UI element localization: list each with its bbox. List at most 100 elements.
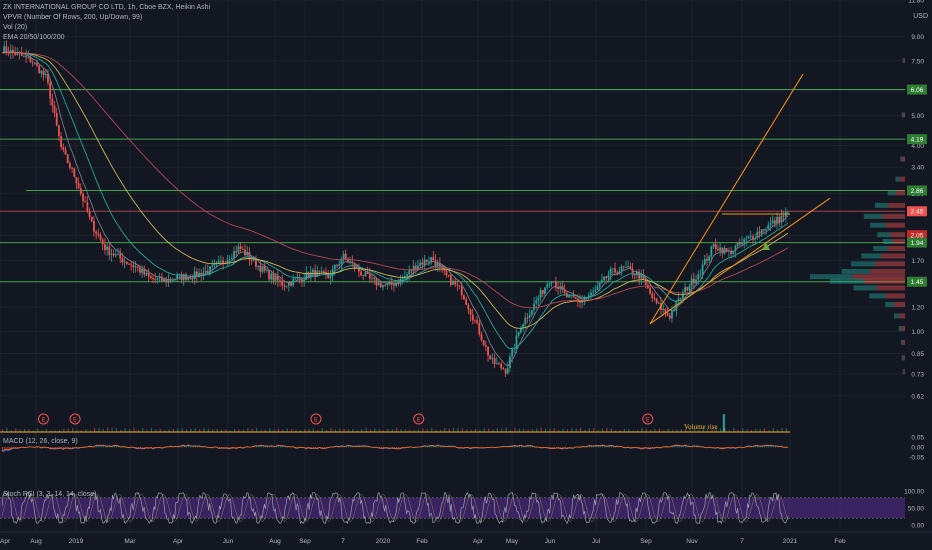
candle-body bbox=[215, 262, 218, 264]
candle-body bbox=[377, 282, 380, 286]
candle-body bbox=[522, 324, 524, 329]
macd-histogram-bar bbox=[365, 446, 367, 448]
time-axis[interactable]: Apr Aug 2019 Mar Apr Jun Aug Sep 7 2020 Feb Apr May J… bbox=[0, 531, 932, 545]
macd-histogram-bar bbox=[650, 447, 652, 449]
volume-bar bbox=[610, 428, 612, 432]
macd-histogram-bar bbox=[562, 447, 564, 449]
macd-histogram-bar bbox=[696, 446, 698, 448]
vpvr-indicator-label[interactable]: VPVR (Number Of Rows, 200, Up/Down, 99) bbox=[3, 14, 143, 21]
volume-bar bbox=[693, 428, 696, 432]
macd-histogram-bar bbox=[69, 447, 72, 449]
candle-body bbox=[671, 311, 673, 319]
price-tag-label: 6.06 bbox=[911, 87, 924, 94]
candle-body bbox=[327, 274, 330, 278]
candle-body bbox=[469, 309, 472, 315]
candle-body bbox=[778, 216, 781, 223]
volume-bar bbox=[715, 427, 717, 432]
candle-body bbox=[160, 276, 163, 282]
volume-profile-bar-up bbox=[901, 339, 903, 345]
candle-body bbox=[152, 277, 154, 280]
candle-body bbox=[220, 260, 222, 262]
volume-profile-bar-down bbox=[902, 156, 905, 162]
candle-body bbox=[568, 294, 570, 298]
candle-body bbox=[298, 277, 301, 279]
volume-profile-bar-down bbox=[889, 232, 905, 238]
candle-body bbox=[484, 345, 487, 347]
stoch-rsi-indicator-label[interactable]: Stoch RSI (3, 3, 14, 14, close) bbox=[3, 491, 97, 498]
earnings-marker-circle bbox=[37, 413, 49, 425]
macd-histogram-bar bbox=[551, 447, 553, 449]
macd-histogram-bar bbox=[450, 446, 453, 448]
macd-histogram-bar bbox=[448, 446, 450, 448]
price-axis[interactable]: 11.809.007.506.005.004.003.402.802.452.0… bbox=[904, 0, 924, 530]
volume-bar bbox=[492, 429, 494, 432]
volume-bar bbox=[264, 429, 266, 432]
candle-body bbox=[156, 278, 159, 280]
candle-body bbox=[84, 201, 87, 203]
volume-bar bbox=[15, 428, 17, 432]
volume-bar bbox=[277, 428, 280, 432]
macd-histogram-bar bbox=[356, 446, 358, 448]
candle-body bbox=[747, 236, 750, 239]
candle-body bbox=[498, 363, 500, 365]
volume-indicator-label[interactable]: Vol (20) bbox=[3, 24, 28, 31]
price-labels: 6.06 4.19 2.86 2.45 2.051.94 1.45 bbox=[907, 84, 927, 287]
volume-profile-bar-up bbox=[877, 232, 890, 238]
volume-bar bbox=[41, 430, 43, 432]
candle-body bbox=[552, 281, 555, 283]
candle-body bbox=[776, 216, 778, 224]
candle-body bbox=[504, 369, 507, 374]
ema-indicator-label[interactable]: EMA 20/50/100/200 bbox=[3, 34, 65, 41]
macd-tick-label: 0.05 bbox=[911, 435, 924, 442]
macd-histogram-bar bbox=[604, 445, 606, 448]
candle-body bbox=[145, 272, 148, 275]
candle-body bbox=[738, 242, 741, 245]
macd-histogram-bar bbox=[63, 447, 65, 450]
candle-body bbox=[233, 251, 235, 259]
macd-histogram-bar bbox=[61, 447, 63, 449]
volume-profile-bar-up bbox=[851, 261, 876, 267]
volume-bar bbox=[330, 427, 332, 432]
macd-histogram-bar bbox=[641, 447, 643, 449]
macd-histogram-bar bbox=[759, 446, 761, 448]
time-tick-label: Jul bbox=[592, 538, 601, 545]
volume-bar bbox=[352, 428, 354, 432]
macd-histogram-bar bbox=[56, 447, 58, 449]
price-tag-label: 2.05 bbox=[911, 233, 924, 240]
candle-body bbox=[279, 280, 281, 282]
candle-body bbox=[272, 273, 275, 281]
volume-bar bbox=[474, 429, 477, 432]
volume-bar bbox=[654, 428, 656, 432]
volume-bar bbox=[650, 430, 652, 432]
volume-bar bbox=[509, 430, 512, 432]
symbol-title[interactable]: ZK INTERNATIONAL GROUP CO LTD, 1h, Cboe … bbox=[3, 4, 211, 11]
time-tick-label: Apr bbox=[0, 538, 11, 545]
macd-indicator-label[interactable]: MACD (12, 26, close, 9) bbox=[3, 438, 78, 445]
volume-bar bbox=[553, 428, 555, 432]
candle-body bbox=[20, 53, 23, 56]
candle-body bbox=[445, 270, 448, 276]
macd-histogram-bar bbox=[361, 446, 363, 448]
volume-profile-bar-up bbox=[893, 313, 899, 319]
candle-body bbox=[114, 254, 117, 256]
volume-profile-bar-down bbox=[894, 301, 905, 307]
volume-bar bbox=[523, 428, 525, 432]
macd-histogram-bar bbox=[433, 445, 435, 448]
volume-bar bbox=[422, 428, 424, 432]
volume-bar bbox=[645, 428, 647, 432]
macd-histogram-bar bbox=[277, 445, 280, 448]
candle-body bbox=[725, 248, 728, 251]
price-tag-bg bbox=[907, 84, 927, 95]
macd-histogram-bar bbox=[453, 446, 455, 448]
candle-body bbox=[684, 287, 686, 293]
candle-body bbox=[743, 239, 746, 243]
volume-bar bbox=[431, 427, 433, 432]
volume-profile-bar-up bbox=[874, 202, 889, 208]
candle-body bbox=[22, 55, 25, 57]
volume-bar bbox=[759, 428, 761, 432]
candle-body bbox=[250, 259, 253, 261]
macd-histogram-bar bbox=[639, 447, 641, 449]
volume-bar bbox=[387, 429, 389, 432]
candle-body bbox=[535, 300, 538, 304]
